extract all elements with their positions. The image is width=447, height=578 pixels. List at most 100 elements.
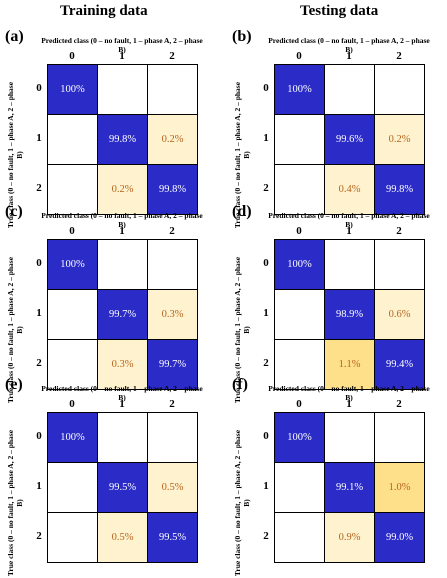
predicted-class-label: Predicted class (0 – no fault, 1 – phase…: [41, 211, 203, 229]
column-class-label: 0: [296, 225, 302, 237]
row-class-label: 2: [36, 357, 42, 369]
matrix-cell: [47, 462, 98, 513]
row-class-label: 0: [263, 82, 269, 94]
column-class-label: 2: [396, 50, 402, 62]
matrix-cell: [274, 512, 325, 563]
true-class-label: True class (0 – no fault, 1 – phase A, 2…: [6, 429, 24, 577]
confusion-matrix-panel: (c) Predicted class (0 – no fault, 1 – ph…: [5, 203, 215, 403]
panel-label: (a): [5, 28, 24, 45]
matrix-cell: 100%: [47, 412, 98, 463]
matrix-cell: 0.6%: [374, 289, 425, 340]
predicted-class-label: Predicted class (0 – no fault, 1 – phase…: [41, 384, 203, 402]
matrix-cell: [147, 64, 198, 115]
matrix-cell: 99.0%: [374, 512, 425, 563]
row-class-label: 1: [263, 480, 269, 492]
row-class-label: 1: [36, 132, 42, 144]
column-class-label: 0: [69, 50, 75, 62]
true-class-label: True class (0 – no fault, 1 – phase A, 2…: [233, 429, 251, 577]
predicted-class-label: Predicted class (0 – no fault, 1 – phase…: [41, 36, 203, 54]
matrix-cell: 0.2%: [147, 114, 198, 165]
confusion-matrix-panel: (d) Predicted class (0 – no fault, 1 – ph…: [232, 203, 442, 403]
matrix-cell: 98.9%: [324, 289, 375, 340]
matrix-cell: [274, 289, 325, 340]
matrix-cell: [374, 239, 425, 290]
matrix-cell: 99.8%: [374, 164, 425, 215]
matrix-cell: [147, 412, 198, 463]
row-class-label: 2: [36, 530, 42, 542]
matrix-cell: 100%: [274, 412, 325, 463]
row-class-label: 1: [36, 480, 42, 492]
panel-label: (f): [232, 376, 248, 393]
predicted-class-label: Predicted class (0 – no fault, 1 – phase…: [268, 384, 430, 402]
column-class-label: 1: [346, 50, 352, 62]
matrix-cell: 0.5%: [97, 512, 148, 563]
column-class-label: 1: [119, 398, 125, 410]
matrix-cell: 0.2%: [374, 114, 425, 165]
matrix-cell: [374, 412, 425, 463]
matrix-cell: [274, 114, 325, 165]
panel-label: (c): [5, 203, 23, 220]
matrix-cell: 99.7%: [97, 289, 148, 340]
column-class-label: 2: [169, 225, 175, 237]
row-class-label: 2: [36, 182, 42, 194]
testing-data-heading: Testing data: [300, 3, 379, 19]
matrix-cell: [47, 114, 98, 165]
confusion-matrix-panel: (a) Predicted class (0 – no fault, 1 – ph…: [5, 28, 215, 228]
matrix-cell: 0.9%: [324, 512, 375, 563]
row-class-label: 2: [263, 530, 269, 542]
column-class-label: 1: [119, 225, 125, 237]
training-data-heading: Training data: [60, 3, 148, 19]
matrix-cell: [324, 412, 375, 463]
matrix-cell: [274, 164, 325, 215]
column-class-label: 0: [69, 225, 75, 237]
confusion-matrix-panel: (e) Predicted class (0 – no fault, 1 – ph…: [5, 376, 215, 576]
matrix-cell: [324, 239, 375, 290]
matrix-cell: 1.0%: [374, 462, 425, 513]
matrix-cell: [47, 512, 98, 563]
row-class-label: 2: [263, 182, 269, 194]
matrix-cell: [147, 239, 198, 290]
panel-label: (b): [232, 28, 252, 45]
row-class-label: 0: [36, 82, 42, 94]
matrix-cell: 100%: [47, 239, 98, 290]
matrix-cell: 99.4%: [374, 339, 425, 390]
column-class-label: 0: [296, 398, 302, 410]
matrix-cell: 99.8%: [147, 164, 198, 215]
matrix-cell: [374, 64, 425, 115]
matrix-cell: 99.5%: [97, 462, 148, 513]
row-class-label: 2: [263, 357, 269, 369]
column-class-label: 0: [69, 398, 75, 410]
predicted-class-label: Predicted class (0 – no fault, 1 – phase…: [268, 36, 430, 54]
column-class-label: 1: [346, 398, 352, 410]
row-class-label: 0: [263, 257, 269, 269]
matrix-cell: [47, 339, 98, 390]
row-class-label: 1: [263, 132, 269, 144]
matrix-cell: [97, 239, 148, 290]
confusion-matrix-panel: (f) Predicted class (0 – no fault, 1 – ph…: [232, 376, 442, 576]
row-class-label: 1: [36, 307, 42, 319]
matrix-cell: 100%: [274, 64, 325, 115]
column-class-label: 1: [119, 50, 125, 62]
row-class-label: 0: [36, 257, 42, 269]
column-class-label: 2: [396, 225, 402, 237]
matrix-cell: 0.2%: [97, 164, 148, 215]
matrix-cell: 0.3%: [147, 289, 198, 340]
matrix-cell: 0.5%: [147, 462, 198, 513]
row-class-label: 1: [263, 307, 269, 319]
matrix-cell: [47, 289, 98, 340]
column-class-label: 1: [346, 225, 352, 237]
matrix-cell: 99.1%: [324, 462, 375, 513]
matrix-cell: 99.5%: [147, 512, 198, 563]
matrix-cell: 100%: [274, 239, 325, 290]
matrix-cell: 99.6%: [324, 114, 375, 165]
column-class-label: 2: [169, 50, 175, 62]
matrix-cell: [97, 64, 148, 115]
panel-label: (d): [232, 203, 252, 220]
matrix-cell: [324, 64, 375, 115]
confusion-matrix-panel: (b) Predicted class (0 – no fault, 1 – ph…: [232, 28, 442, 228]
matrix-cell: 99.7%: [147, 339, 198, 390]
matrix-cell: 100%: [47, 64, 98, 115]
row-class-label: 0: [36, 430, 42, 442]
column-class-label: 0: [296, 50, 302, 62]
matrix-cell: [274, 462, 325, 513]
